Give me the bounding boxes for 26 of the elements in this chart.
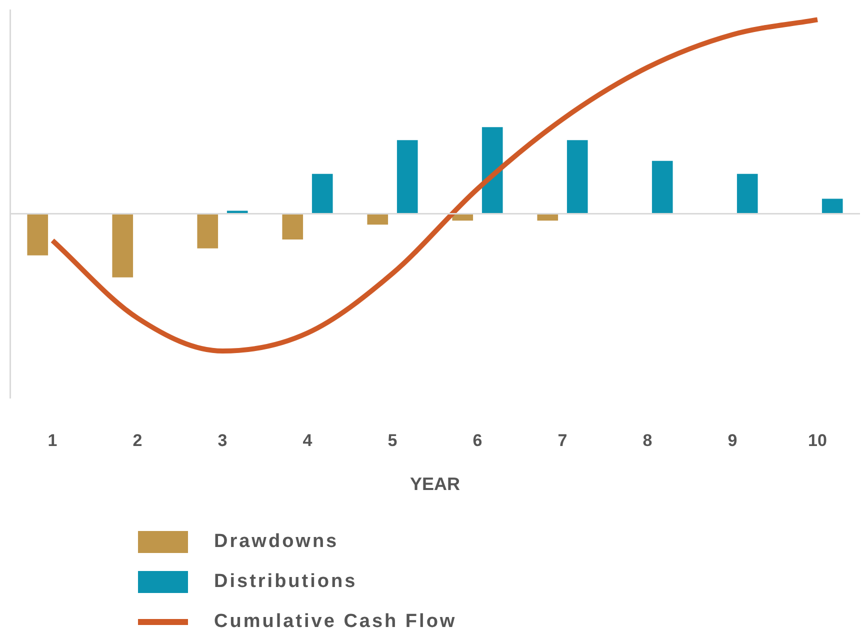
x-tick-label: 8: [642, 430, 652, 450]
bar: [197, 214, 218, 248]
x-tick-label: 3: [218, 430, 228, 450]
bar: [652, 160, 673, 214]
bar: [367, 214, 388, 225]
bar: [822, 198, 843, 214]
x-tick-label: 7: [558, 430, 568, 450]
x-tick-label: 9: [728, 430, 738, 450]
x-tick-label: 2: [132, 430, 142, 450]
bar: [482, 127, 503, 214]
bar: [312, 174, 333, 214]
bar: [736, 174, 758, 214]
x-axis-title: YEAR: [410, 474, 460, 494]
bar: [27, 214, 48, 256]
bar: [112, 214, 134, 278]
x-tick-label: 10: [808, 430, 827, 450]
legend-label: Cumulative Cash Flow: [214, 611, 457, 633]
x-tick-label: 5: [388, 430, 398, 450]
bar: [396, 140, 418, 214]
bar: [566, 140, 588, 214]
x-tick-label: 1: [48, 430, 58, 450]
bar: [282, 214, 304, 240]
legend-label: Distributions: [214, 571, 358, 593]
legend-label: Drawdowns: [214, 531, 339, 553]
x-tick-label: 6: [472, 430, 482, 450]
x-tick-label: 4: [302, 430, 313, 450]
